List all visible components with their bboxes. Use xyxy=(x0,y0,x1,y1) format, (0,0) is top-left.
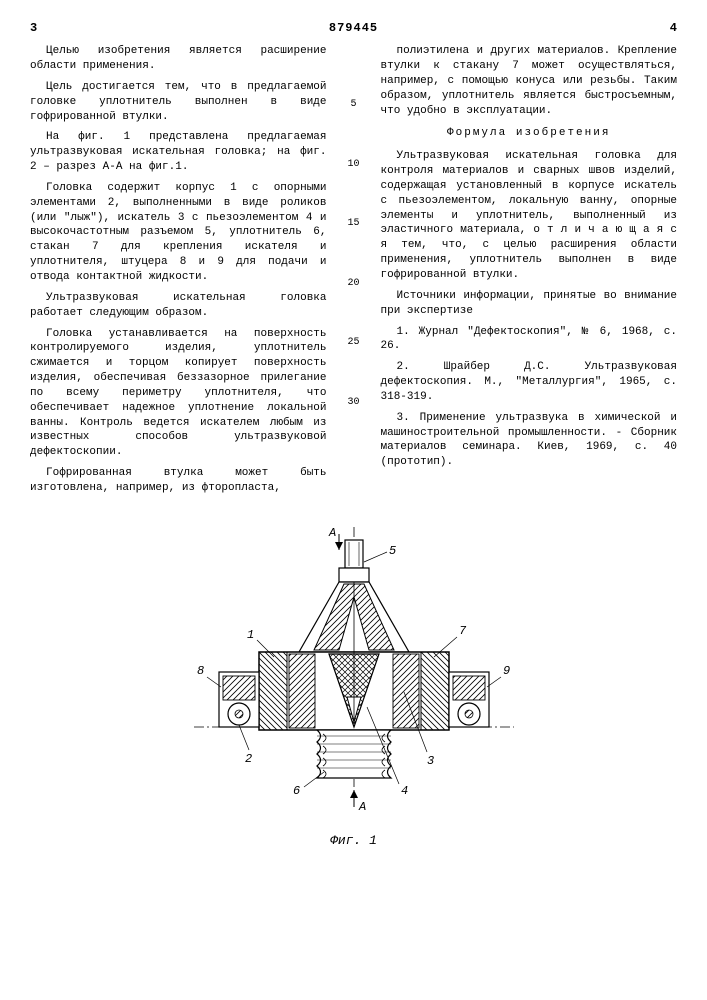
callout-1: 1 xyxy=(247,628,254,642)
paragraph: Цель достигается тем, что в предлагаемой… xyxy=(30,80,327,125)
text-columns: Целью изобретения является расширение об… xyxy=(30,44,677,502)
page-number-right: 4 xyxy=(670,20,677,36)
callout-2: 2 xyxy=(245,752,252,766)
line-number: 30 xyxy=(345,396,363,410)
paragraph: полиэтилена и других материалов. Креплен… xyxy=(381,44,678,118)
line-number: 10 xyxy=(345,158,363,172)
page: 3 879445 4 Целью изобретения является ра… xyxy=(0,0,707,869)
callout-4: 4 xyxy=(401,784,408,798)
callout-5: 5 xyxy=(389,544,396,558)
callout-3: 3 xyxy=(427,754,434,768)
line-number: 20 xyxy=(345,277,363,291)
callout-6: 6 xyxy=(293,784,300,798)
line-number: 5 xyxy=(345,98,363,112)
figure-caption: Фиг. 1 xyxy=(30,832,677,850)
paragraph: Гофрированная втулка может быть изготовл… xyxy=(30,466,327,496)
source-item: 3. Применение ультразвука в химической и… xyxy=(381,411,678,470)
header-row: 3 879445 4 xyxy=(30,20,677,36)
line-number-gutter: 5 10 15 20 25 30 xyxy=(345,44,363,502)
source-item: 1. Журнал "Дефектоскопия", № 6, 1968, с.… xyxy=(381,325,678,355)
paragraph: На фиг. 1 представлена предлагаемая ульт… xyxy=(30,130,327,175)
paragraph: Головка устанавливается на поверхность к… xyxy=(30,327,327,461)
paragraph: Целью изобретения является расширение об… xyxy=(30,44,327,74)
formula-heading: Формула изобретения xyxy=(381,126,678,141)
figure-1: A xyxy=(30,522,677,849)
source-item: 2. Шрайбер Д.С. Ультразвуковая дефектоск… xyxy=(381,360,678,405)
paragraph: Головка содержит корпус 1 с опорными эле… xyxy=(30,181,327,285)
callout-8: 8 xyxy=(197,664,204,678)
callout-7: 7 xyxy=(459,624,467,638)
sources-heading: Источники информации, принятые во вниман… xyxy=(381,289,678,319)
left-column: Целью изобретения является расширение об… xyxy=(30,44,327,502)
line-number: 25 xyxy=(345,336,363,350)
section-label-a-top: A xyxy=(328,526,336,540)
section-label-a-bottom: A xyxy=(358,800,366,814)
callout-9: 9 xyxy=(503,664,510,678)
paragraph: Ультразвуковая искательная головка для к… xyxy=(381,149,678,283)
paragraph: Ультразвуковая искательная головка работ… xyxy=(30,291,327,321)
page-number-left: 3 xyxy=(30,20,37,36)
document-number: 879445 xyxy=(329,20,378,36)
technical-drawing-svg: A xyxy=(189,522,519,822)
right-column: полиэтилена и других материалов. Креплен… xyxy=(381,44,678,502)
line-number: 15 xyxy=(345,217,363,231)
